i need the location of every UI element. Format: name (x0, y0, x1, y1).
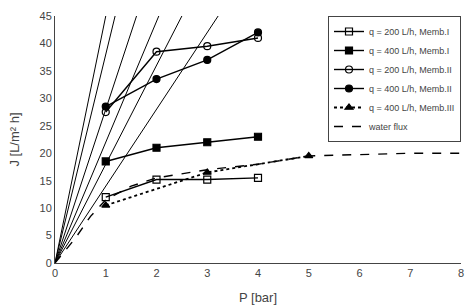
svg-text:q = 400 L/h, Memb.III: q = 400 L/h, Memb.III (369, 103, 454, 113)
svg-text:40: 40 (40, 37, 52, 49)
svg-text:7: 7 (407, 267, 413, 279)
svg-text:6: 6 (356, 267, 362, 279)
svg-text:0: 0 (46, 257, 52, 269)
svg-text:35: 35 (40, 65, 52, 77)
svg-text:q = 200 L/h, Memb.I: q = 200 L/h, Memb.I (369, 27, 449, 37)
svg-text:45: 45 (40, 10, 52, 22)
svg-text:J [L/m² h]: J [L/m² h] (7, 112, 22, 166)
svg-text:q = 200 L/h, Memb.II: q = 200 L/h, Memb.II (369, 65, 452, 75)
svg-text:3: 3 (204, 267, 210, 279)
svg-text:8: 8 (458, 267, 464, 279)
svg-text:q = 400 L/h, Memb.I: q = 400 L/h, Memb.I (369, 46, 449, 56)
svg-text:2: 2 (153, 267, 159, 279)
svg-text:30: 30 (40, 92, 52, 104)
svg-text:20: 20 (40, 147, 52, 159)
svg-text:4: 4 (255, 267, 261, 279)
svg-text:15: 15 (40, 175, 52, 187)
svg-text:5: 5 (306, 267, 312, 279)
svg-text:water flux: water flux (368, 122, 408, 132)
svg-text:0: 0 (52, 267, 58, 279)
svg-text:P [bar]: P [bar] (239, 290, 277, 305)
svg-text:10: 10 (40, 202, 52, 214)
svg-text:5: 5 (46, 229, 52, 241)
svg-text:1: 1 (103, 267, 109, 279)
svg-text:q = 400 L/h, Memb.II: q = 400 L/h, Memb.II (369, 84, 452, 94)
svg-text:25: 25 (40, 120, 52, 132)
